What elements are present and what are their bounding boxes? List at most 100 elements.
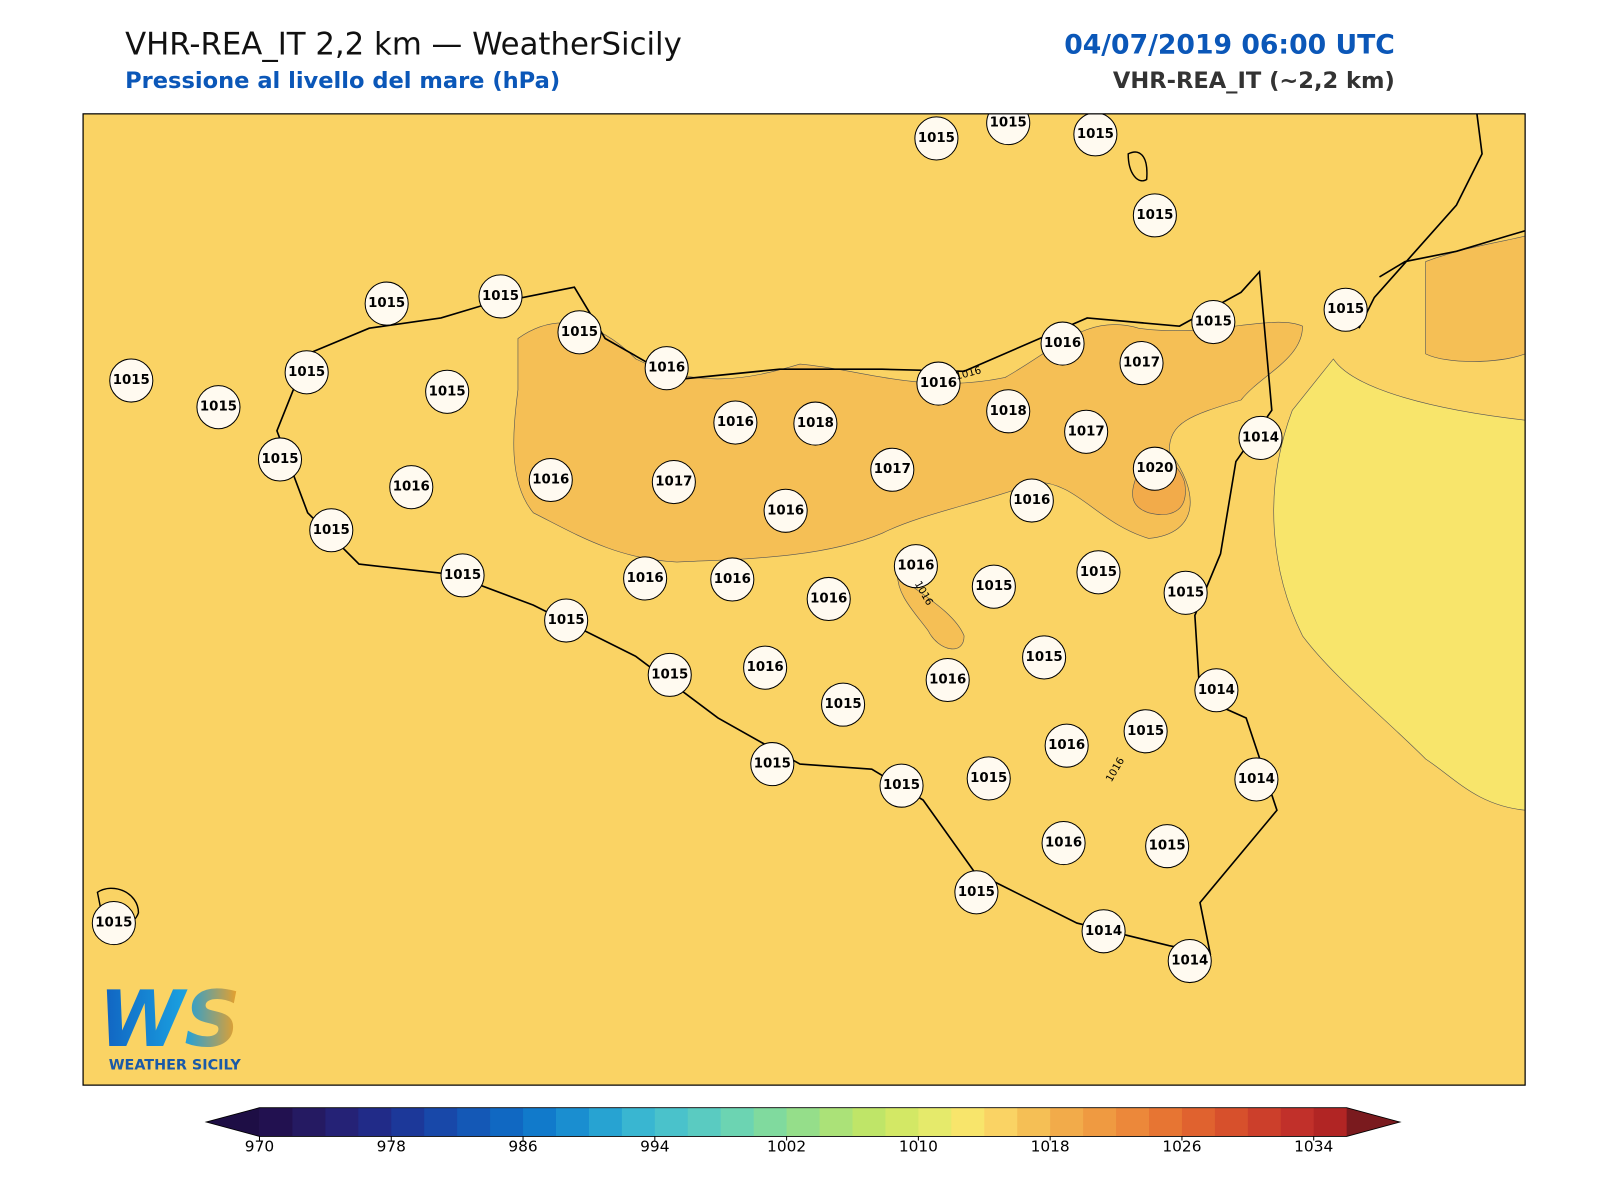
colorbar-band — [984, 1107, 1018, 1137]
station-value: 1016 — [714, 572, 751, 587]
station-value: 1015 — [1149, 839, 1186, 854]
colorbar-band — [1116, 1107, 1150, 1137]
station-value: 1016 — [810, 591, 847, 606]
coastline — [1358, 113, 1526, 329]
colorbar-over — [1346, 1107, 1400, 1137]
colorbar-band — [753, 1107, 788, 1137]
station-marker — [425, 369, 470, 414]
station-marker — [879, 763, 924, 808]
colorbar-tick-label: 1034 — [1294, 1138, 1333, 1156]
station-marker — [1191, 300, 1236, 345]
station-value: 1014 — [1085, 924, 1122, 939]
colorbar-band — [358, 1107, 392, 1137]
station-value: 1015 — [1080, 565, 1117, 580]
colorbar-tick-label: 1010 — [899, 1138, 938, 1156]
station-value: 1015 — [429, 384, 466, 399]
colorbar: 970 978 986 994 1002 1010 1018 1026 1034 — [204, 1107, 1402, 1156]
station-value: 1014 — [1238, 772, 1275, 787]
colorbar-tick-label: 1026 — [1162, 1138, 1201, 1156]
colorbar-tick-label: 986 — [508, 1138, 537, 1156]
station-marker — [623, 556, 668, 601]
colorbar-band — [1148, 1107, 1183, 1137]
colorbar-band — [555, 1107, 590, 1137]
station-value: 1016 — [532, 473, 569, 488]
station-value: 1016 — [920, 376, 957, 391]
station-marker — [478, 274, 523, 319]
station-marker — [1145, 824, 1190, 869]
station-marker — [309, 508, 354, 553]
low-area — [1273, 358, 1526, 811]
colorbar-band — [292, 1107, 326, 1137]
station-marker — [1238, 415, 1283, 460]
colorbar-band — [1313, 1107, 1348, 1137]
station-value: 1015 — [990, 116, 1027, 131]
station-marker — [893, 544, 938, 589]
station-value: 1015 — [651, 667, 688, 682]
station-marker — [1167, 938, 1212, 984]
station-marker — [91, 901, 136, 946]
station-marker — [196, 385, 241, 430]
station-marker — [284, 350, 329, 395]
colorbar-tick-label: 994 — [640, 1138, 669, 1156]
colorbar-frame — [204, 1107, 1402, 1137]
station-marker — [763, 488, 808, 533]
stations: 1015 1015 1015 1015 1015 1015 1015 1015 1015 1015… — [91, 113, 1368, 984]
colorbar-band — [1280, 1107, 1315, 1137]
station-value: 1016 — [1044, 336, 1081, 351]
station-value: 1016 — [627, 571, 664, 586]
station-marker — [914, 116, 959, 161]
station-marker — [1073, 113, 1118, 157]
station-value: 1015 — [918, 131, 955, 146]
station-marker — [1163, 570, 1208, 615]
station-value: 1015 — [548, 613, 585, 628]
station-value: 1016 — [897, 559, 934, 574]
colorbar-band — [720, 1107, 755, 1137]
station-value: 1015 — [482, 289, 519, 304]
colorbar-band — [1017, 1107, 1051, 1137]
colorbar-band — [1083, 1107, 1117, 1137]
logo: WS — [98, 975, 240, 1065]
station-value: 1014 — [1198, 683, 1235, 698]
station-value: 1015 — [561, 325, 598, 340]
station-marker — [710, 557, 755, 602]
colorbar-band — [523, 1107, 557, 1137]
station-marker — [257, 437, 303, 482]
station-value: 1015 — [200, 400, 237, 415]
station-value: 1016 — [767, 503, 804, 518]
station-value: 1016 — [648, 361, 685, 376]
station-value: 1018 — [990, 404, 1027, 419]
station-value: 1015 — [261, 452, 298, 467]
station-value: 1015 — [825, 697, 862, 712]
station-marker — [1044, 723, 1089, 768]
station-marker — [1040, 321, 1085, 366]
station-marker — [793, 401, 838, 446]
station-value: 1015 — [754, 757, 791, 772]
high-area — [513, 321, 1303, 563]
station-marker — [750, 742, 795, 787]
station-marker — [1123, 709, 1168, 754]
station-value: 1014 — [1171, 954, 1208, 969]
station-marker — [528, 457, 573, 503]
colorbar-band — [490, 1107, 524, 1137]
station-value: 1020 — [1136, 461, 1173, 476]
colorbar-tick-label: 1018 — [1031, 1138, 1070, 1156]
station-value: 1014 — [1242, 430, 1279, 445]
subtitle: Pressione al livello del mare (hPa) — [125, 68, 560, 94]
colorbar-band — [819, 1107, 854, 1137]
station-value: 1015 — [313, 523, 350, 538]
station-value: 1015 — [368, 296, 405, 311]
colorbar-tick-label: 970 — [245, 1138, 274, 1156]
station-value: 1015 — [1195, 315, 1232, 330]
station-value: 1015 — [444, 568, 481, 583]
station-marker — [1194, 668, 1239, 713]
station-marker — [109, 358, 154, 403]
station-value: 1015 — [1136, 208, 1173, 223]
station-marker — [806, 576, 851, 622]
station-value: 1016 — [1048, 738, 1085, 753]
station-marker — [986, 113, 1031, 146]
station-marker — [821, 682, 866, 727]
station-marker — [954, 870, 999, 915]
station-value: 1015 — [113, 373, 150, 388]
colorbar-band — [786, 1107, 821, 1137]
station-value: 1016 — [747, 660, 784, 675]
